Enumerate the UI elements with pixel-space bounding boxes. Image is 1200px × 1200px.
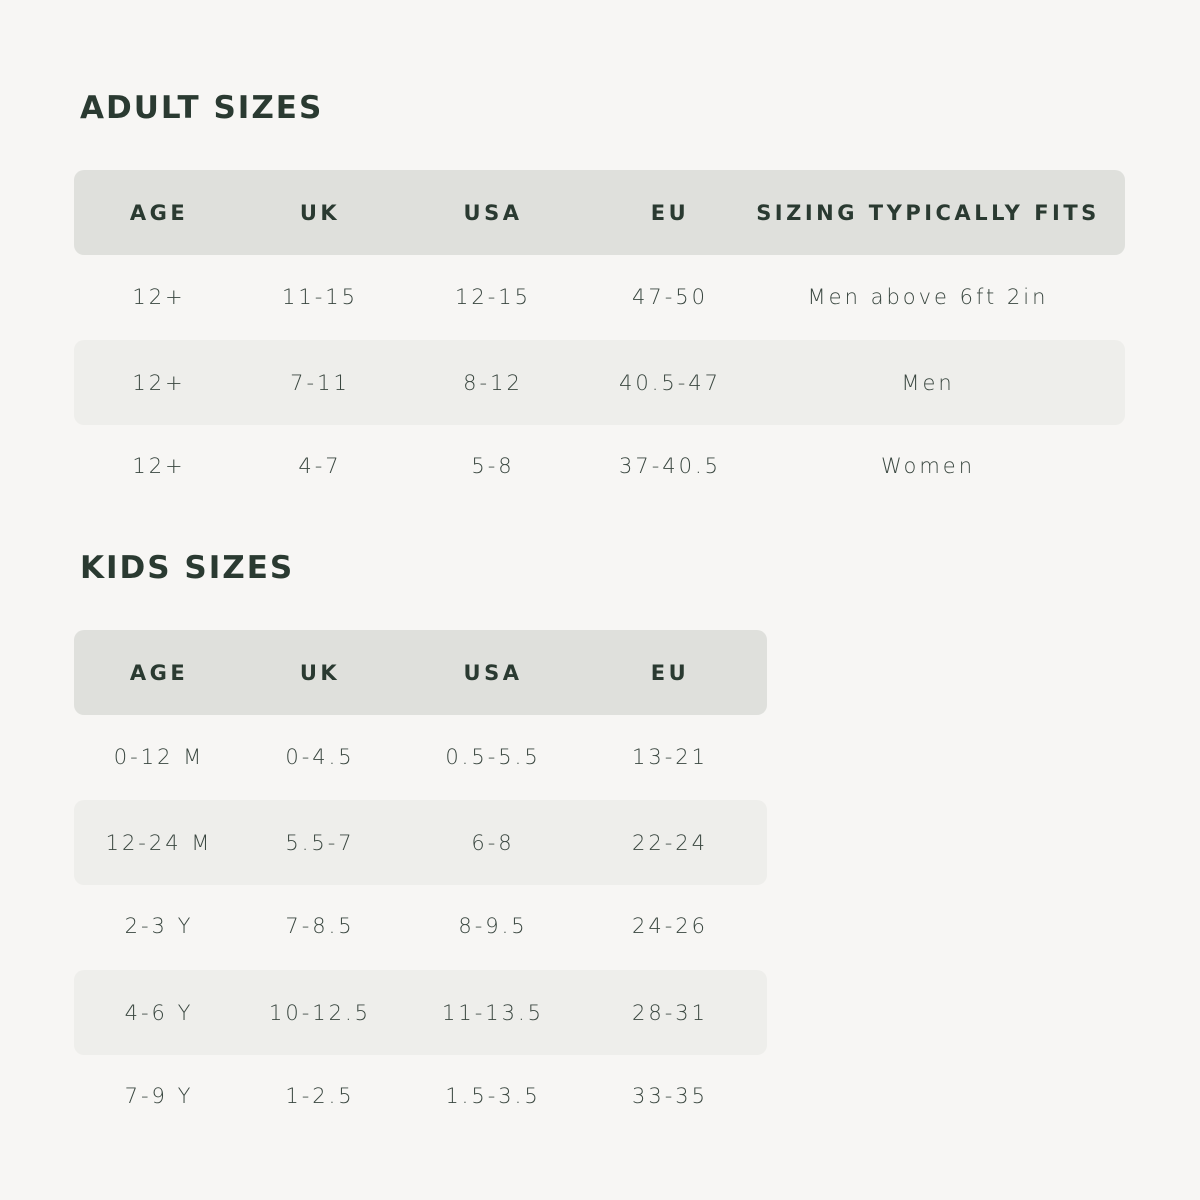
column-header: EU <box>650 660 690 685</box>
table-cell: 12-15 <box>454 284 532 309</box>
table-cell: Men above 6ft 2in <box>807 284 1049 309</box>
column-header: UK <box>299 660 341 685</box>
table-cell: 4-6 Y <box>124 1000 194 1025</box>
column-header: AGE <box>129 660 189 685</box>
table-cell: 12+ <box>132 370 186 395</box>
table-cell: 8-9.5 <box>458 913 528 938</box>
table-row: 12+ 11-15 12-15 47-50 Men above 6ft 2in <box>74 254 1125 339</box>
table-row: 12-24 M 5.5-7 6-8 22-24 <box>74 800 767 885</box>
table-cell: 0.5-5.5 <box>445 744 541 769</box>
table-cell: 12+ <box>132 453 186 478</box>
table-row: 0-12 M 0-4.5 0.5-5.5 13-21 <box>74 714 767 799</box>
table-cell: 7-9 Y <box>124 1083 194 1108</box>
table-cell: 7-11 <box>290 370 350 395</box>
table-cell: Women <box>880 453 976 478</box>
table-cell: 11-15 <box>281 284 359 309</box>
column-header: AGE <box>129 200 189 225</box>
table-cell: 13-21 <box>631 744 709 769</box>
table-cell: 24-26 <box>631 913 709 938</box>
table-cell: 7-8.5 <box>285 913 355 938</box>
table-cell: 1.5-3.5 <box>445 1083 541 1108</box>
table-cell: 8-12 <box>463 370 523 395</box>
table-cell: 37-40.5 <box>618 453 722 478</box>
table-cell: 12+ <box>132 284 186 309</box>
table-cell: 11-13.5 <box>441 1000 545 1025</box>
table-row: 12+ 4-7 5-8 37-40.5 Women <box>74 423 1125 508</box>
column-header: UK <box>299 200 341 225</box>
table-cell: 10-12.5 <box>268 1000 372 1025</box>
table-cell: 47-50 <box>631 284 709 309</box>
column-header: USA <box>463 660 523 685</box>
table-cell: 12-24 M <box>105 830 213 855</box>
adult-sizes-title: ADULT SIZES <box>80 90 324 126</box>
kids-sizes-title: KIDS SIZES <box>80 550 295 586</box>
table-cell: 22-24 <box>631 830 709 855</box>
table-cell: 5-8 <box>471 453 515 478</box>
column-header: SIZING TYPICALLY FITS <box>756 200 1100 225</box>
column-header: EU <box>650 200 690 225</box>
table-row: 4-6 Y 10-12.5 11-13.5 28-31 <box>74 970 767 1055</box>
table-cell: 5.5-7 <box>285 830 355 855</box>
header-row: AGE UK USA EU <box>74 630 767 715</box>
table-cell: 2-3 Y <box>124 913 194 938</box>
table-row: 2-3 Y 7-8.5 8-9.5 24-26 <box>74 883 767 968</box>
table-cell: Men <box>901 370 955 395</box>
table-cell: 6-8 <box>471 830 515 855</box>
table-cell: 0-12 M <box>113 744 205 769</box>
table-cell: 1-2.5 <box>285 1083 355 1108</box>
header-row: AGE UK USA EU SIZING TYPICALLY FITS <box>74 170 1125 255</box>
table-row: 7-9 Y 1-2.5 1.5-3.5 33-35 <box>74 1053 767 1138</box>
table-cell: 4-7 <box>298 453 342 478</box>
table-cell: 28-31 <box>631 1000 709 1025</box>
table-row: 12+ 7-11 8-12 40.5-47 Men <box>74 340 1125 425</box>
table-cell: 33-35 <box>631 1083 709 1108</box>
column-header: USA <box>463 200 523 225</box>
table-cell: 40.5-47 <box>618 370 722 395</box>
table-cell: 0-4.5 <box>285 744 355 769</box>
